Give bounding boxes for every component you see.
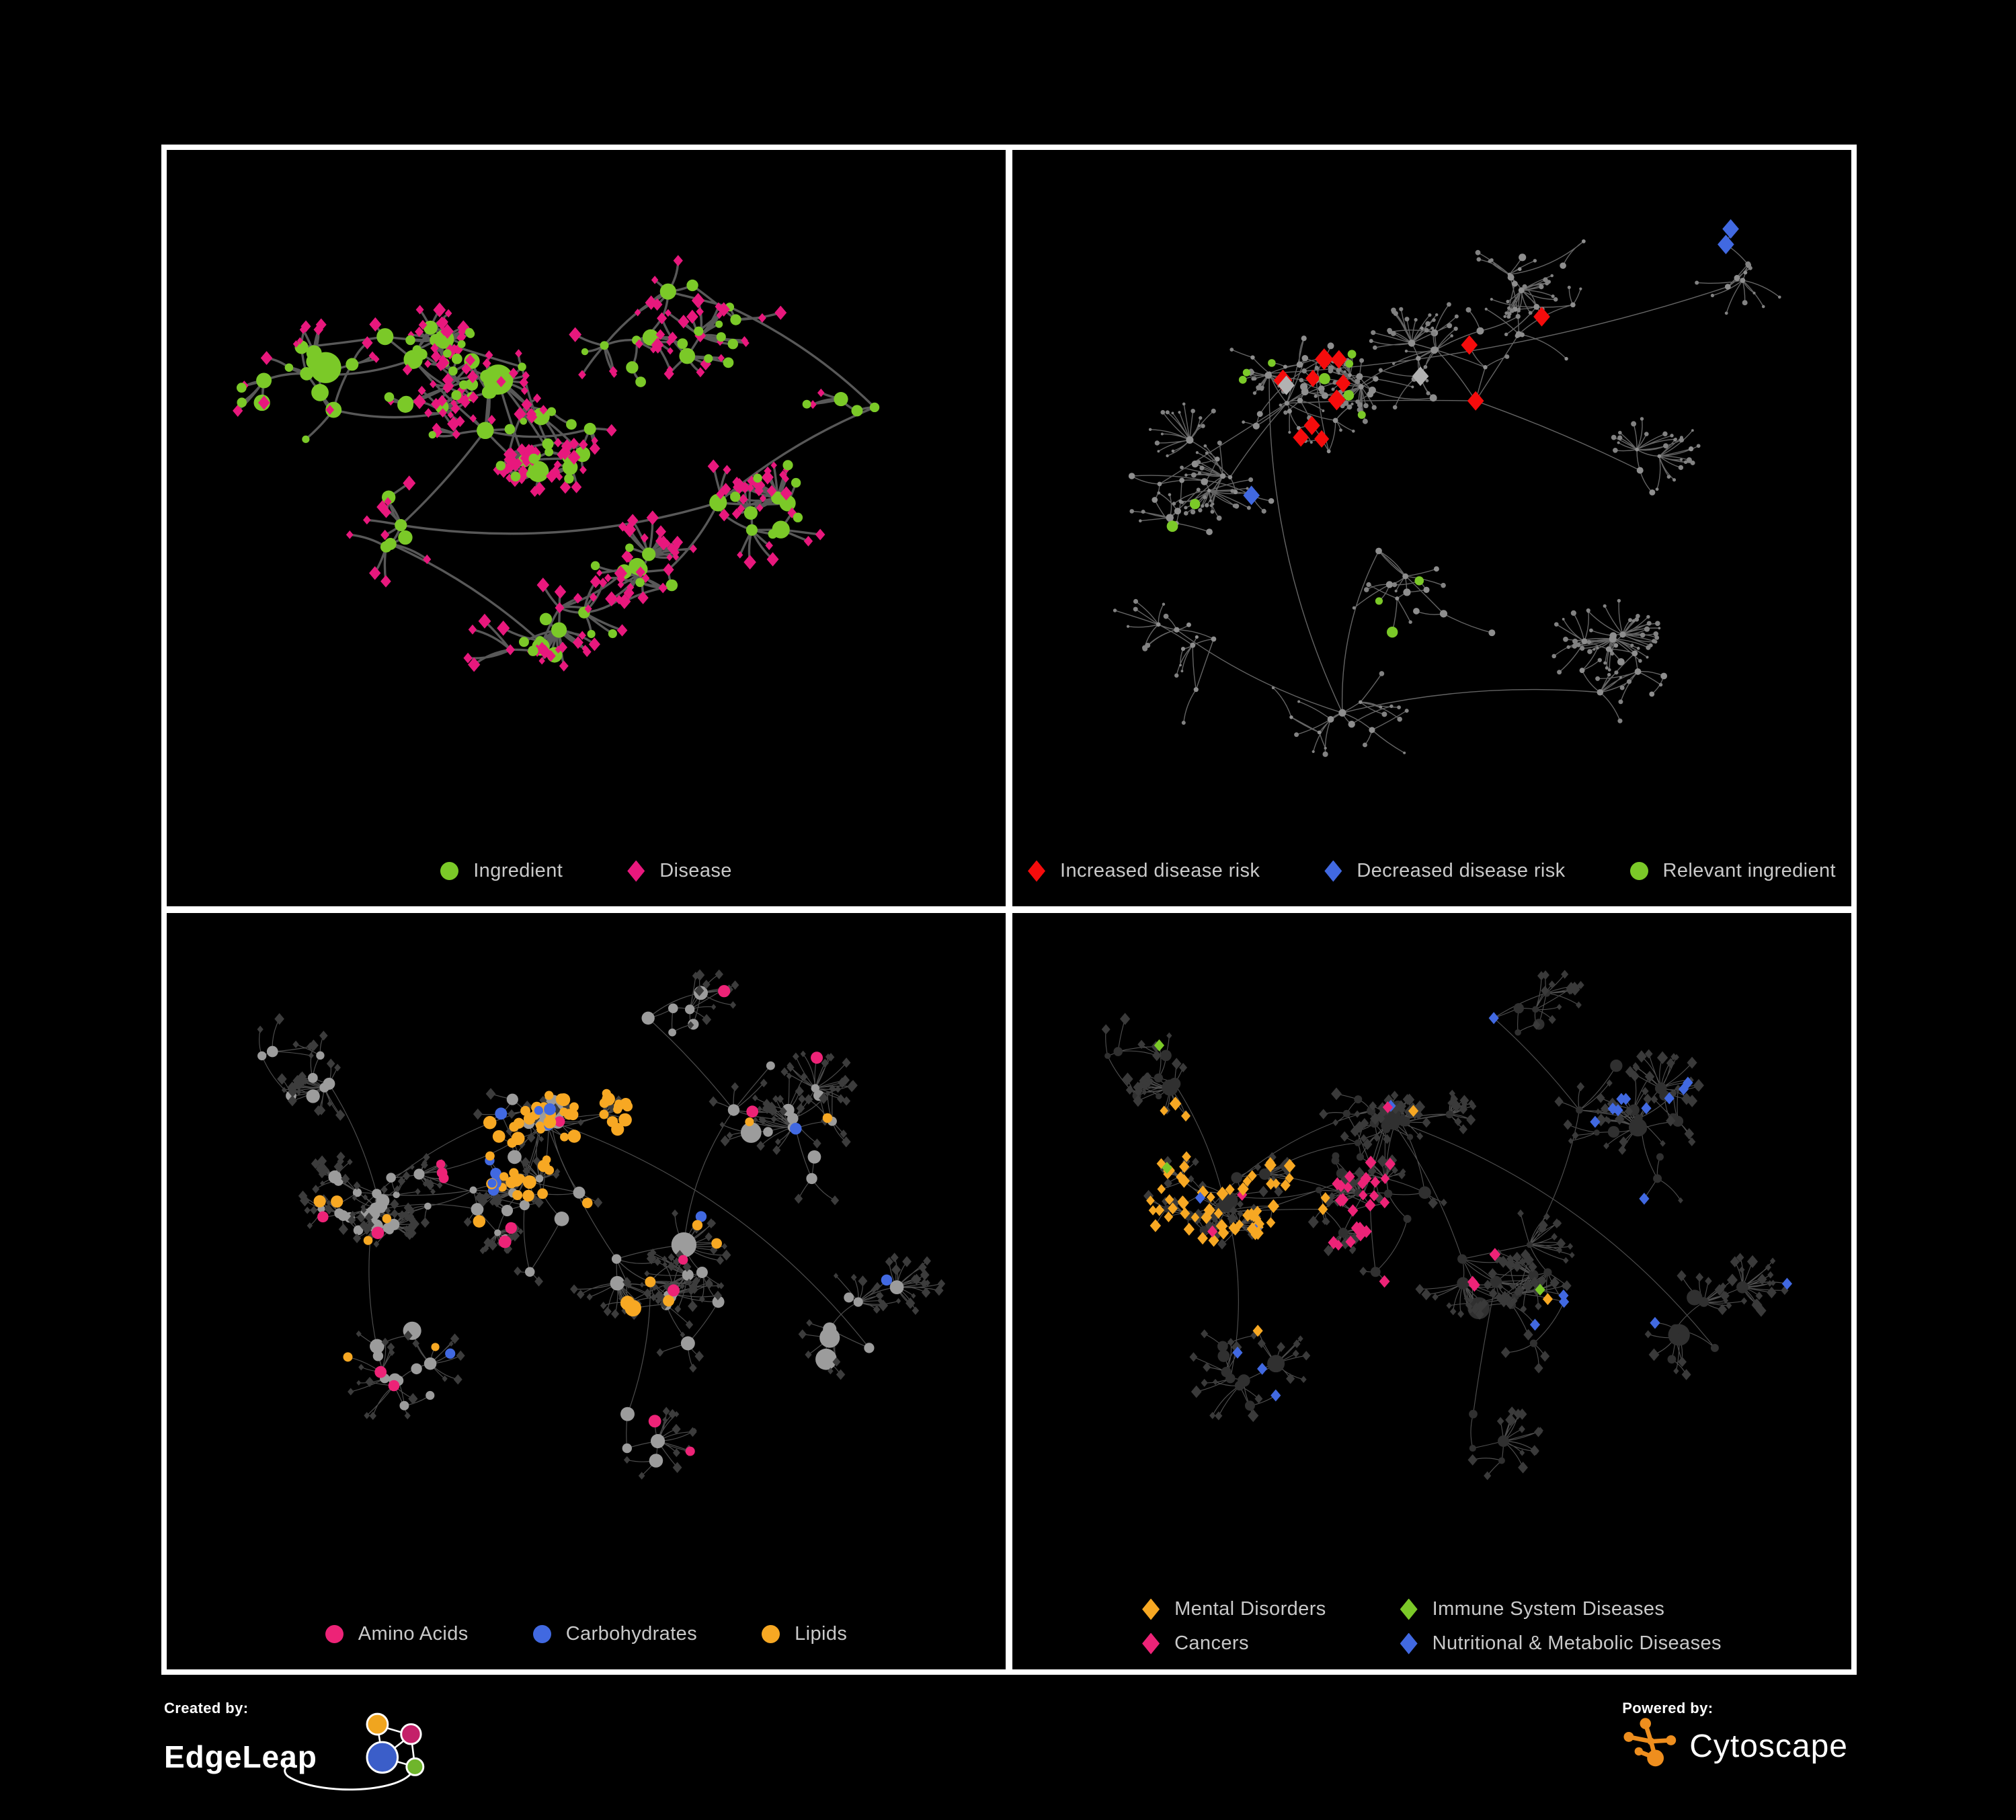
legend-label: Lipids: [795, 1623, 848, 1645]
diamond-swatch-icon: [1027, 860, 1045, 882]
legend: Mental Disorders Immune System Diseases Ca…: [1012, 1598, 1851, 1655]
legend-label: Immune System Diseases: [1432, 1598, 1665, 1620]
edgeleap-network-logo-icon: [284, 1712, 425, 1791]
powered-by-block: Powered by: Cytoscape: [1622, 1700, 1848, 1774]
network-graph-svg: [257, 969, 946, 1480]
legend-item-cancers: Cancers: [1142, 1632, 1249, 1655]
edgeleap-brand: EdgeLeap: [164, 1712, 437, 1794]
legend: Increased disease risk Decreased disease …: [1012, 860, 1851, 882]
diamond-swatch-icon: [1324, 860, 1342, 882]
circle-swatch-icon: [325, 1625, 344, 1643]
circle-swatch-icon: [440, 862, 459, 880]
diamond-swatch-icon: [1142, 1632, 1160, 1655]
legend-item-nutritional-metabolic-diseases: Nutritional & Metabolic Diseases: [1400, 1632, 1722, 1655]
created-by-block: Created by: EdgeLeap: [164, 1700, 437, 1794]
panel-disease-class-network: Mental Disorders Immune System Diseases Ca…: [1009, 910, 1855, 1673]
powered-by-label: Powered by:: [1622, 1700, 1713, 1716]
footer: Created by: EdgeLeap Powered by:: [164, 1700, 1848, 1794]
legend-label: Carbohydrates: [565, 1623, 698, 1645]
panel-nutrient-class-network: Amino Acids Carbohydrates Lipids: [163, 910, 1009, 1673]
circle-swatch-icon: [1629, 862, 1648, 880]
created-by-label: Created by:: [164, 1700, 249, 1716]
legend: Amino Acids Carbohydrates Lipids: [167, 1623, 1006, 1645]
edgeleap-wordmark: EdgeLeap: [164, 1739, 317, 1774]
cytoscape-network-logo-icon: [1623, 1718, 1677, 1767]
legend-item-disease: Disease: [627, 860, 732, 882]
legend-label: Relevant ingredient: [1662, 860, 1837, 881]
diamond-swatch-icon: [627, 860, 645, 882]
circle-swatch-icon: [762, 1625, 780, 1643]
legend-label: Ingredient: [473, 860, 563, 881]
circle-swatch-icon: [532, 1625, 551, 1643]
panel-disease-risk-network: Increased disease risk Decreased disease …: [1009, 147, 1855, 910]
legend-item-decreased-disease-risk: Decreased disease risk: [1324, 860, 1565, 882]
figure-grid: Ingredient Disease Increased disease risk…: [161, 145, 1857, 1675]
legend: Ingredient Disease: [167, 860, 1006, 882]
legend-label: Amino Acids: [358, 1623, 469, 1645]
legend-label: Decreased disease risk: [1357, 860, 1566, 881]
legend-item-carbohydrates: Carbohydrates: [532, 1623, 698, 1645]
legend-label: Mental Disorders: [1174, 1598, 1326, 1620]
legend-label: Nutritional & Metabolic Diseases: [1432, 1632, 1722, 1654]
diamond-swatch-icon: [1142, 1598, 1160, 1620]
network-graph-svg: [233, 255, 880, 672]
legend-item-relevant-ingredient: Relevant ingredient: [1629, 860, 1837, 882]
diamond-swatch-icon: [1400, 1632, 1418, 1655]
legend-item-immune-system-diseases: Immune System Diseases: [1400, 1598, 1665, 1620]
legend-label: Disease: [659, 860, 732, 881]
legend-item-increased-disease-risk: Increased disease risk: [1027, 860, 1260, 882]
cytoscape-brand: Cytoscape: [1622, 1718, 1848, 1774]
legend-item-mental-disorders: Mental Disorders: [1142, 1598, 1326, 1620]
legend-item-lipids: Lipids: [762, 1623, 847, 1645]
cytoscape-wordmark: Cytoscape: [1689, 1728, 1848, 1764]
diamond-swatch-icon: [1400, 1598, 1418, 1620]
panel-ingredient-disease-network: Ingredient Disease: [163, 147, 1009, 910]
legend-label: Cancers: [1174, 1632, 1249, 1654]
network-graph-svg: [1101, 970, 1793, 1480]
legend-item-ingredient: Ingredient: [440, 860, 563, 882]
network-graph-svg: [1113, 219, 1781, 757]
legend-label: Increased disease risk: [1059, 860, 1260, 881]
legend-item-amino-acids: Amino Acids: [325, 1623, 469, 1645]
